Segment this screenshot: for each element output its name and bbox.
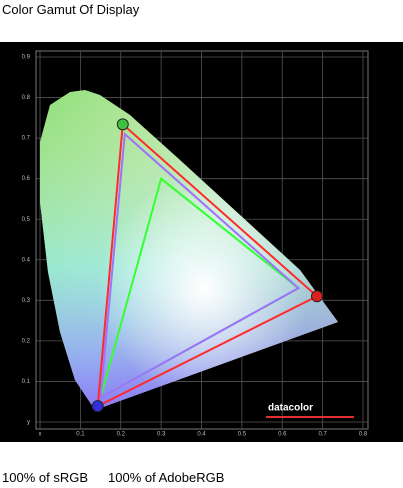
chart-title: Color Gamut Of Display <box>2 2 140 17</box>
spectral-locus <box>40 90 338 410</box>
y-tick-label: 0.2 <box>22 338 31 344</box>
gamut-triangle <box>96 122 319 408</box>
vertex-marker <box>116 118 129 131</box>
x-tick-label: x <box>39 432 42 438</box>
y-tick-label: 0.5 <box>22 217 31 223</box>
y-tick-label: 0.9 <box>22 55 31 61</box>
y-tick-label: 0.6 <box>22 176 31 182</box>
x-tick-label: 0.1 <box>76 432 85 438</box>
x-tick-label: 0.6 <box>278 432 287 438</box>
y-tick-label: 0.7 <box>22 136 31 142</box>
gamut-triangle <box>99 131 301 400</box>
y-tick-label: y <box>27 420 30 426</box>
frame <box>35 50 369 430</box>
x-tick-label: 0.4 <box>197 432 206 438</box>
x-tick-label: 0.8 <box>359 432 368 438</box>
y-tick-label: 0.3 <box>22 298 31 304</box>
notes: 100% of sRGB 100% of AdobeRGB <box>2 470 244 485</box>
note: 100% of sRGB <box>2 470 88 485</box>
x-tick-label: 0.3 <box>157 432 166 438</box>
vertex-marker <box>91 400 104 413</box>
x-tick-label: 0.2 <box>117 432 126 438</box>
y-tick-label: 0.8 <box>22 95 31 101</box>
y-tick-label: 0.1 <box>22 379 31 385</box>
vertex-marker <box>310 290 323 303</box>
chart: x 0.1 0.2 0.3 0.4 0.5 0.6 0.7 0.8 y 0.1 0.2 0.3 0.4 0.… <box>0 42 403 442</box>
x-tick-label: 0.7 <box>318 432 327 438</box>
x-tick-label: 0.5 <box>238 432 247 438</box>
note: 100% of AdobeRGB <box>108 470 225 485</box>
y-tick-label: 0.4 <box>22 257 31 263</box>
watermark: datacolor <box>268 403 313 414</box>
logo-bar <box>266 416 354 418</box>
